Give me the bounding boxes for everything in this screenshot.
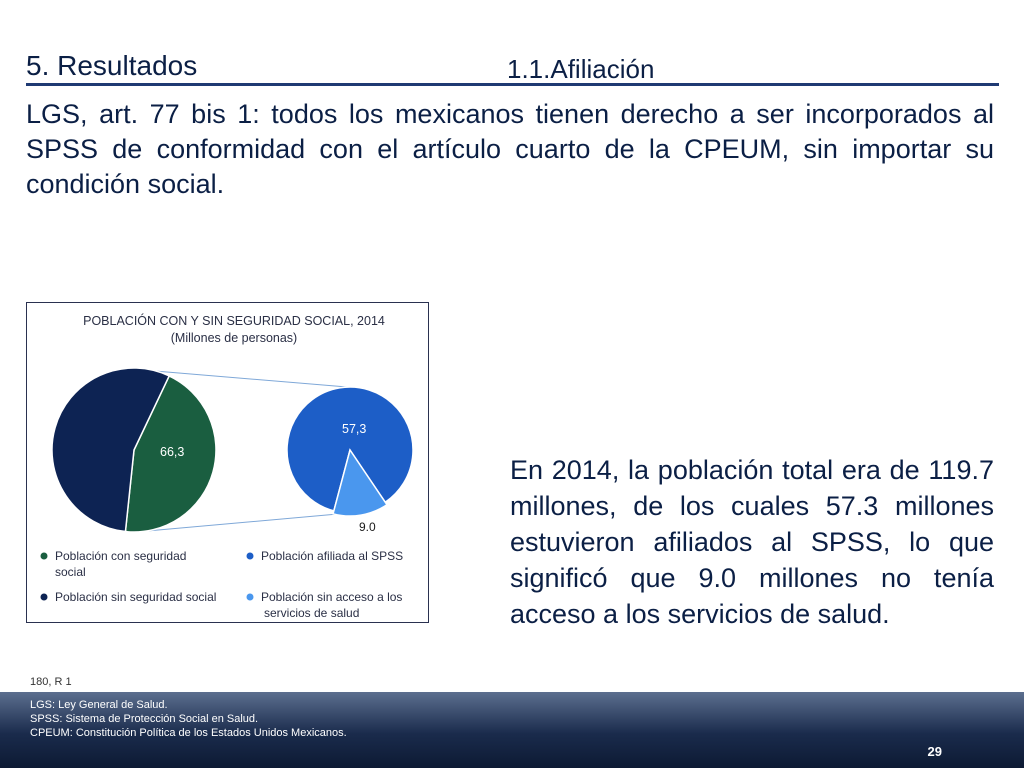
footer-bar bbox=[0, 692, 1024, 768]
pie-slice-poblacion-con-seguridad-social bbox=[124, 374, 217, 533]
page-number: 29 bbox=[927, 744, 942, 759]
connector-line-top bbox=[130, 368, 348, 388]
reference-code: 180, R 1 bbox=[30, 676, 72, 688]
footnote-spss: SPSS: Sistema de Protección Social en Sa… bbox=[30, 713, 259, 725]
legend-marker-0 bbox=[40, 552, 48, 560]
footnote-cpeum: CPEUM: Constitución Política de los Esta… bbox=[30, 727, 347, 739]
legend-marker-1 bbox=[246, 552, 254, 560]
pie-slice-poblacion-sin-seguridad-social bbox=[51, 367, 171, 533]
legend-label-0-1: social bbox=[55, 565, 86, 579]
legend-label-3-0: Población sin acceso a los bbox=[261, 590, 402, 604]
footnotes: LGS: Ley General de Salud. SPSS: Sistema… bbox=[30, 698, 347, 740]
title-divider bbox=[26, 83, 999, 86]
legend-label-0-0: Población con seguridad bbox=[55, 549, 186, 563]
chart-subtitle: (Millones de personas) bbox=[171, 331, 297, 345]
legend-marker-2 bbox=[40, 593, 48, 601]
connector-line-bottom bbox=[146, 512, 350, 532]
pie-label-poblacion-sin-seguridad-social: 66,3 bbox=[160, 445, 184, 459]
section-title: 5. Resultados bbox=[26, 50, 198, 81]
pie-label-poblacion-sin-acceso-a-los-servicios-de-salud: 9.0 bbox=[359, 520, 376, 534]
chart-title: POBLACIÓN CON Y SIN SEGURIDAD SOCIAL, 20… bbox=[83, 313, 385, 328]
summary-text: En 2014, la población total era de 119.7… bbox=[510, 455, 994, 629]
pie-chart: POBLACIÓN CON Y SIN SEGURIDAD SOCIAL, 20… bbox=[40, 313, 414, 620]
legend-marker-3 bbox=[246, 593, 254, 601]
footnote-lgs: LGS: Ley General de Salud. bbox=[30, 699, 168, 711]
pie-slice-poblacion-sin-acceso-a-los-servicios-de-salud bbox=[332, 448, 388, 517]
pie-label-poblacion-afiliada-al-spss: 57,3 bbox=[342, 422, 366, 436]
section-subtitle: 1.1.Afiliación bbox=[507, 54, 655, 84]
intro-text: LGS, art. 77 bis 1: todos los mexicanos … bbox=[26, 99, 994, 199]
legend-label-1-0: Población afiliada al SPSS bbox=[261, 549, 403, 563]
legend-label-3-1: servicios de salud bbox=[264, 606, 359, 620]
legend-label-2-0: Población sin seguridad social bbox=[55, 590, 216, 604]
pie-chart-panel: POBLACIÓN CON Y SIN SEGURIDAD SOCIAL, 20… bbox=[26, 302, 429, 623]
